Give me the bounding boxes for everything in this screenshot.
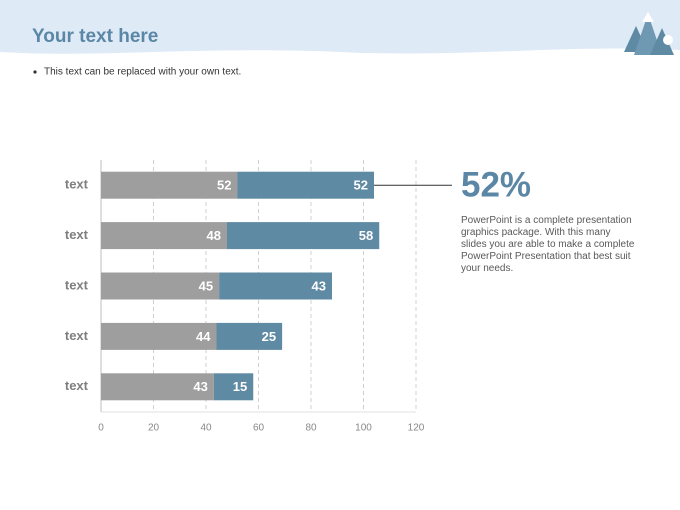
x-tick-label: 100 <box>355 423 372 434</box>
y-tick-label: text <box>65 177 89 192</box>
bar <box>101 272 220 300</box>
x-tick-label: 20 <box>148 423 160 434</box>
y-tick-label: text <box>65 378 89 393</box>
callout-text: PowerPoint is a complete presentation gr… <box>461 215 635 274</box>
title: Your text here <box>32 26 158 47</box>
value-label: 15 <box>233 379 247 394</box>
x-tick-label: 80 <box>305 423 317 434</box>
bar <box>216 322 283 350</box>
trees-icon <box>624 12 674 55</box>
headline: 52% <box>461 165 531 204</box>
value-label: 25 <box>262 329 276 344</box>
bullet-text: This text can be replaced with your own … <box>44 67 241 78</box>
header-band <box>0 0 680 54</box>
bar <box>227 222 380 250</box>
x-tick-label: 40 <box>200 423 212 434</box>
bar <box>213 373 254 401</box>
x-tick-label: 60 <box>253 423 265 434</box>
y-tick-label: text <box>65 227 89 242</box>
value-label: 52 <box>354 178 368 193</box>
y-tick-label: text <box>65 277 89 292</box>
bar <box>101 322 217 350</box>
value-label: 44 <box>196 329 211 344</box>
bar <box>237 171 374 199</box>
x-tick-label: 0 <box>98 423 104 434</box>
value-label: 48 <box>207 228 221 243</box>
bar <box>101 373 214 401</box>
bullet-dot <box>33 70 37 74</box>
value-label: 45 <box>199 278 213 293</box>
value-label: 52 <box>217 178 231 193</box>
bar <box>101 171 238 199</box>
bar <box>101 222 227 250</box>
y-tick-label: text <box>65 328 89 343</box>
value-label: 43 <box>312 278 326 293</box>
value-label: 43 <box>193 379 207 394</box>
value-label: 58 <box>359 228 373 243</box>
bar <box>219 272 332 300</box>
x-tick-label: 120 <box>408 423 425 434</box>
